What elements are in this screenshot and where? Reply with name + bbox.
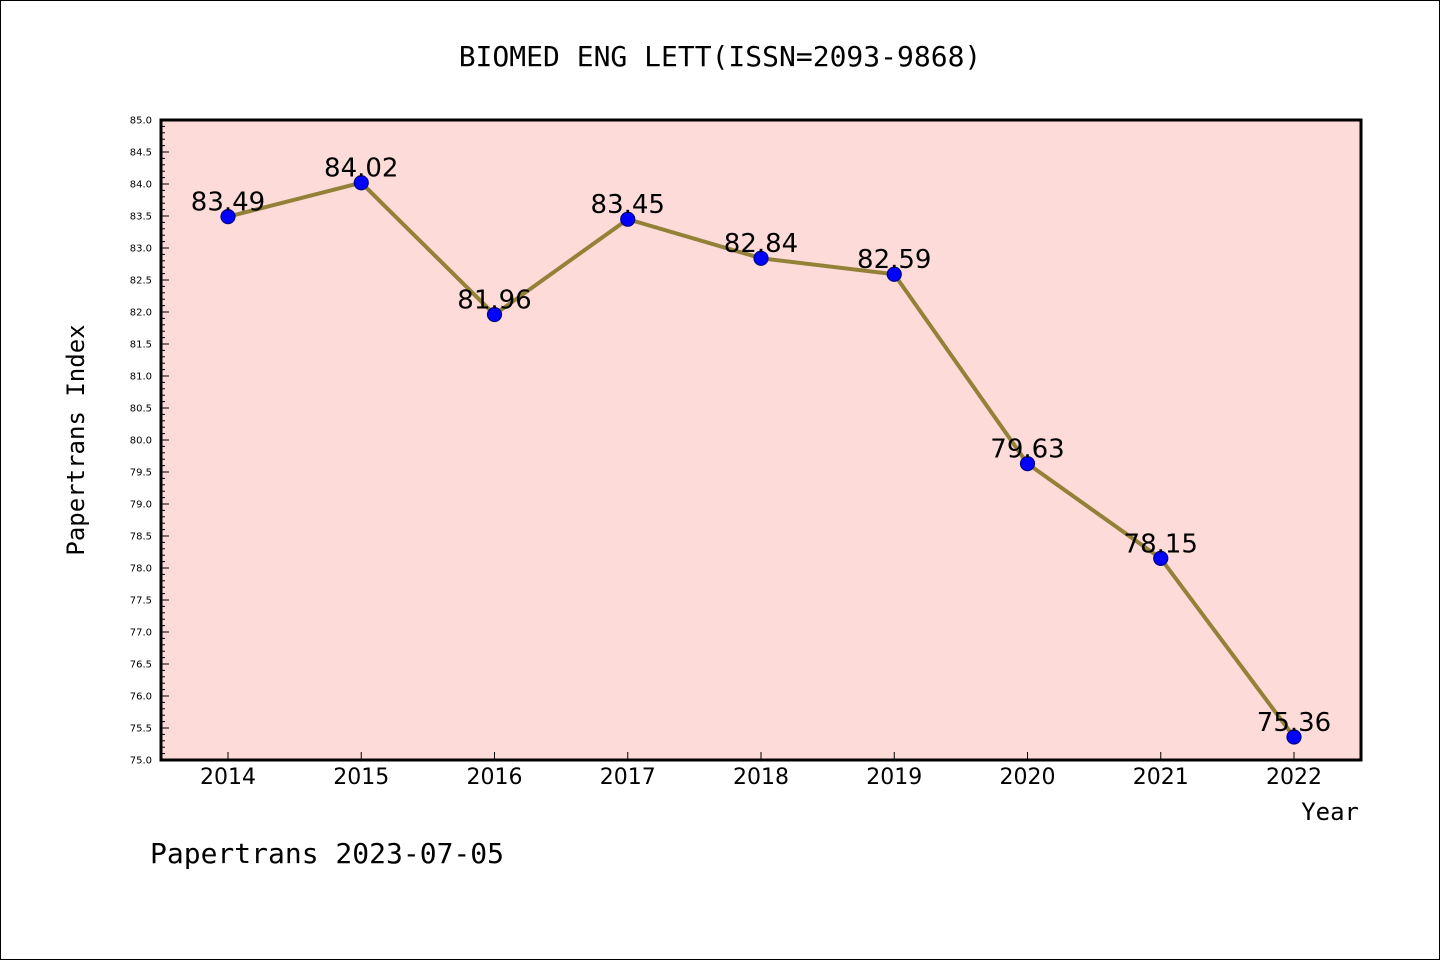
y-tick-label: 84.5 [130,148,152,159]
series-layer [220,175,1302,745]
y-tick-label: 78.0 [130,564,152,575]
y-tick-label: 76.0 [130,692,152,703]
data-point [1286,729,1302,745]
plot-border [159,118,1363,762]
x-tick-label: 2022 [1266,765,1322,790]
y-tick-label: 76.5 [130,660,152,671]
x-tick-label: 2018 [733,765,789,790]
y-tick-label: 82.5 [130,276,152,287]
y-tick-label: 79.5 [130,468,152,479]
x-tick-label: 2017 [600,765,656,790]
footer-credit: Papertrans 2023-07-05 [150,837,504,870]
y-tick-label: 83.5 [130,212,152,223]
chart-title: BIOMED ENG LETT(ISSN=2093-9868) [459,40,982,73]
data-point [486,306,503,323]
y-tick-label: 80.0 [130,436,152,447]
data-label: 78.15 [1124,529,1198,559]
data-point [620,211,636,227]
data-point [1153,550,1169,567]
y-tick-label: 77.5 [130,596,152,607]
y-tick-label: 77.0 [130,628,152,639]
data-label: 84.02 [324,154,398,184]
plot-area [161,120,1361,760]
y-tick-label: 84.0 [130,180,152,191]
x-tick-label: 2015 [333,765,389,790]
y-axis: 75.0 75.5 76.0 76.5 77.0 77.5 78.0 78.5 79.0 79.5… [130,116,169,767]
x-axis: 2014 2015 2016 2017 2018 2019 2020 2021 2022 [200,752,1322,790]
y-tick-label: 83.0 [130,244,152,255]
data-point [886,266,902,282]
y-tick-label: 81.5 [130,340,152,351]
data-point [1019,456,1036,472]
x-tick-label: 2021 [1133,765,1189,790]
y-tick-label: 85.0 [130,116,152,127]
y-tick-label: 78.5 [130,532,152,543]
data-label: 83.49 [191,188,265,218]
y-tick-label: 79.0 [130,500,152,511]
data-label: 81.96 [457,286,531,316]
data-label: 83.45 [591,190,665,220]
x-tick-label: 2016 [467,765,523,790]
y-tick-label: 81.0 [130,372,152,383]
y-axis-title: Papertrans Index [62,324,90,555]
x-tick-label: 2020 [1000,765,1056,790]
data-label: 79.63 [990,435,1064,465]
y-tick-label: 80.5 [130,404,152,415]
y-tick-label: 75.0 [130,756,152,767]
data-label: 82.59 [857,245,931,275]
x-tick-label: 2019 [866,765,922,790]
data-point [353,175,369,191]
y-tick-label: 82.0 [130,308,152,319]
data-labels: 83.49 84.02 81.96 83.45 82.84 82.59 79.63 78.15… [191,154,1331,738]
y-tick-label: 75.5 [130,724,152,735]
data-label: 75.36 [1257,708,1331,738]
data-label: 82.84 [724,229,798,259]
data-point [753,250,769,266]
data-point [220,209,236,225]
x-axis-title: Year [1301,798,1359,826]
x-tick-label: 2014 [200,765,256,790]
